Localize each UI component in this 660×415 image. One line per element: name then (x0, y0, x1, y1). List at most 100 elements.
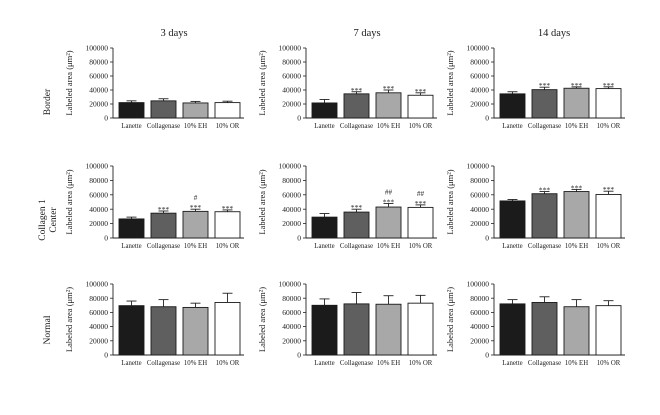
bar-collagenase (343, 303, 370, 356)
y-tick-label: 60000 (470, 190, 489, 199)
y-tick-label: 0 (485, 351, 489, 360)
y-tick-label: 40000 (282, 322, 301, 331)
y-tick-label: 40000 (89, 205, 108, 214)
category-label: 10% EH (184, 243, 207, 250)
row-label-border: Border (43, 88, 53, 115)
y-tick-label: 100000 (467, 44, 490, 53)
bar-lanette (118, 218, 145, 239)
y-tick-label: 100000 (279, 280, 302, 289)
bar-10-or (214, 211, 241, 239)
y-tick-label: 20000 (89, 336, 108, 345)
bar-10-or (214, 302, 241, 356)
y-tick-label: 20000 (282, 336, 301, 345)
bar-10-or (214, 102, 241, 119)
category-label: Lanette (314, 243, 334, 250)
bar-10-or (595, 305, 622, 356)
bar-lanette (499, 93, 526, 119)
significance-stars: *** (351, 86, 363, 95)
y-tick-label: 80000 (470, 176, 489, 185)
panels: Labeled area (μm²) 0 20000 40000 60000 80000 1… (64, 44, 625, 367)
y-tick-label: 80000 (89, 294, 108, 303)
bar-lanette (118, 305, 145, 356)
category-label: Lanette (121, 360, 141, 367)
significance-stars: *** (383, 84, 395, 93)
significance-stars: *** (190, 203, 202, 212)
y-tick-label: 20000 (470, 219, 489, 228)
category-label: 10% OR (216, 123, 240, 130)
bar-lanette (311, 216, 338, 239)
category-label: 10% OR (597, 243, 621, 250)
y-tick-label: 40000 (470, 322, 489, 331)
bar-lanette (311, 304, 338, 356)
panel-3-1: Labeled area (μm²) 0 20000 40000 60000 80000 1… (64, 280, 244, 367)
category-label: Lanette (502, 243, 522, 250)
y-axis-label: Labeled area (μm²) (445, 287, 455, 352)
y-tick-label: 60000 (89, 72, 108, 81)
y-tick-label: 100000 (86, 280, 109, 289)
y-tick-label: 20000 (470, 100, 489, 109)
y-tick-label: 40000 (282, 205, 301, 214)
y-tick-label: 20000 (89, 100, 108, 109)
category-label: Collagenase (340, 123, 373, 130)
panel-1-3: Labeled area (μm²) 0 20000 40000 60000 80000 1… (445, 44, 625, 130)
y-tick-label: 20000 (282, 100, 301, 109)
bar-10-eh (563, 306, 590, 356)
category-label: 10% OR (597, 360, 621, 367)
panel-3-2: Labeled area (μm²) 0 20000 40000 60000 80000 1… (257, 280, 437, 367)
y-tick-label: 80000 (282, 58, 301, 67)
bar-10-or (407, 302, 434, 356)
y-tick-label: 0 (104, 351, 108, 360)
y-tick-label: 0 (104, 234, 108, 243)
category-label: 10% OR (409, 123, 433, 130)
bar-10-eh (182, 102, 209, 119)
y-axis-label: Labeled area (μm²) (257, 169, 267, 234)
bar-collagenase (150, 212, 177, 239)
y-tick-label: 20000 (470, 336, 489, 345)
y-tick-label: 100000 (279, 44, 302, 53)
bar-lanette (499, 303, 526, 356)
y-tick-label: 60000 (470, 308, 489, 317)
y-tick-label: 60000 (89, 308, 108, 317)
bar-10-eh (375, 206, 402, 239)
category-label: Collagenase (147, 243, 180, 250)
y-tick-label: 80000 (89, 176, 108, 185)
y-tick-label: 0 (485, 234, 489, 243)
y-tick-label: 100000 (86, 44, 109, 53)
category-label: Collagenase (147, 360, 180, 367)
bar-collagenase (531, 89, 558, 119)
significance-stars: *** (158, 205, 170, 214)
category-label: 10% EH (565, 123, 588, 130)
bar-lanette (499, 200, 526, 239)
column-titles: 3 days 7 days 14 days (160, 28, 570, 39)
bar-collagenase (531, 193, 558, 239)
bar-10-eh (182, 210, 209, 239)
category-label: 10% OR (597, 123, 621, 130)
category-label: 10% OR (216, 243, 240, 250)
bar-collagenase (150, 306, 177, 356)
y-tick-label: 80000 (470, 294, 489, 303)
y-axis-label: Labeled area (μm²) (64, 287, 74, 352)
significance-stars: *** (351, 203, 363, 212)
category-label: Lanette (502, 123, 522, 130)
y-tick-label: 40000 (282, 86, 301, 95)
bar-10-eh (563, 191, 590, 239)
bar-10-eh (182, 306, 209, 356)
category-label: 10% OR (216, 360, 240, 367)
significance-hash: # (194, 194, 198, 202)
category-label: 10% EH (184, 360, 207, 367)
category-label: Lanette (314, 123, 334, 130)
category-label: Collagenase (528, 360, 561, 367)
bar-10-eh (375, 92, 402, 119)
category-label: Collagenase (340, 243, 373, 250)
y-axis-label: Labeled area (μm²) (445, 169, 455, 234)
significance-stars: *** (603, 185, 615, 194)
panel-1-1: Labeled area (μm²) 0 20000 40000 60000 80000 1… (64, 44, 244, 130)
col-title-3-days: 3 days (160, 28, 187, 39)
significance-hash: ## (385, 188, 393, 196)
y-tick-label: 0 (297, 234, 301, 243)
bar-10-or (595, 193, 622, 239)
panel-2-2: Labeled area (μm²) 0 20000 40000 60000 80000 1… (257, 162, 437, 250)
category-label: Lanette (121, 123, 141, 130)
y-tick-label: 100000 (86, 162, 109, 171)
y-tick-label: 100000 (467, 280, 490, 289)
